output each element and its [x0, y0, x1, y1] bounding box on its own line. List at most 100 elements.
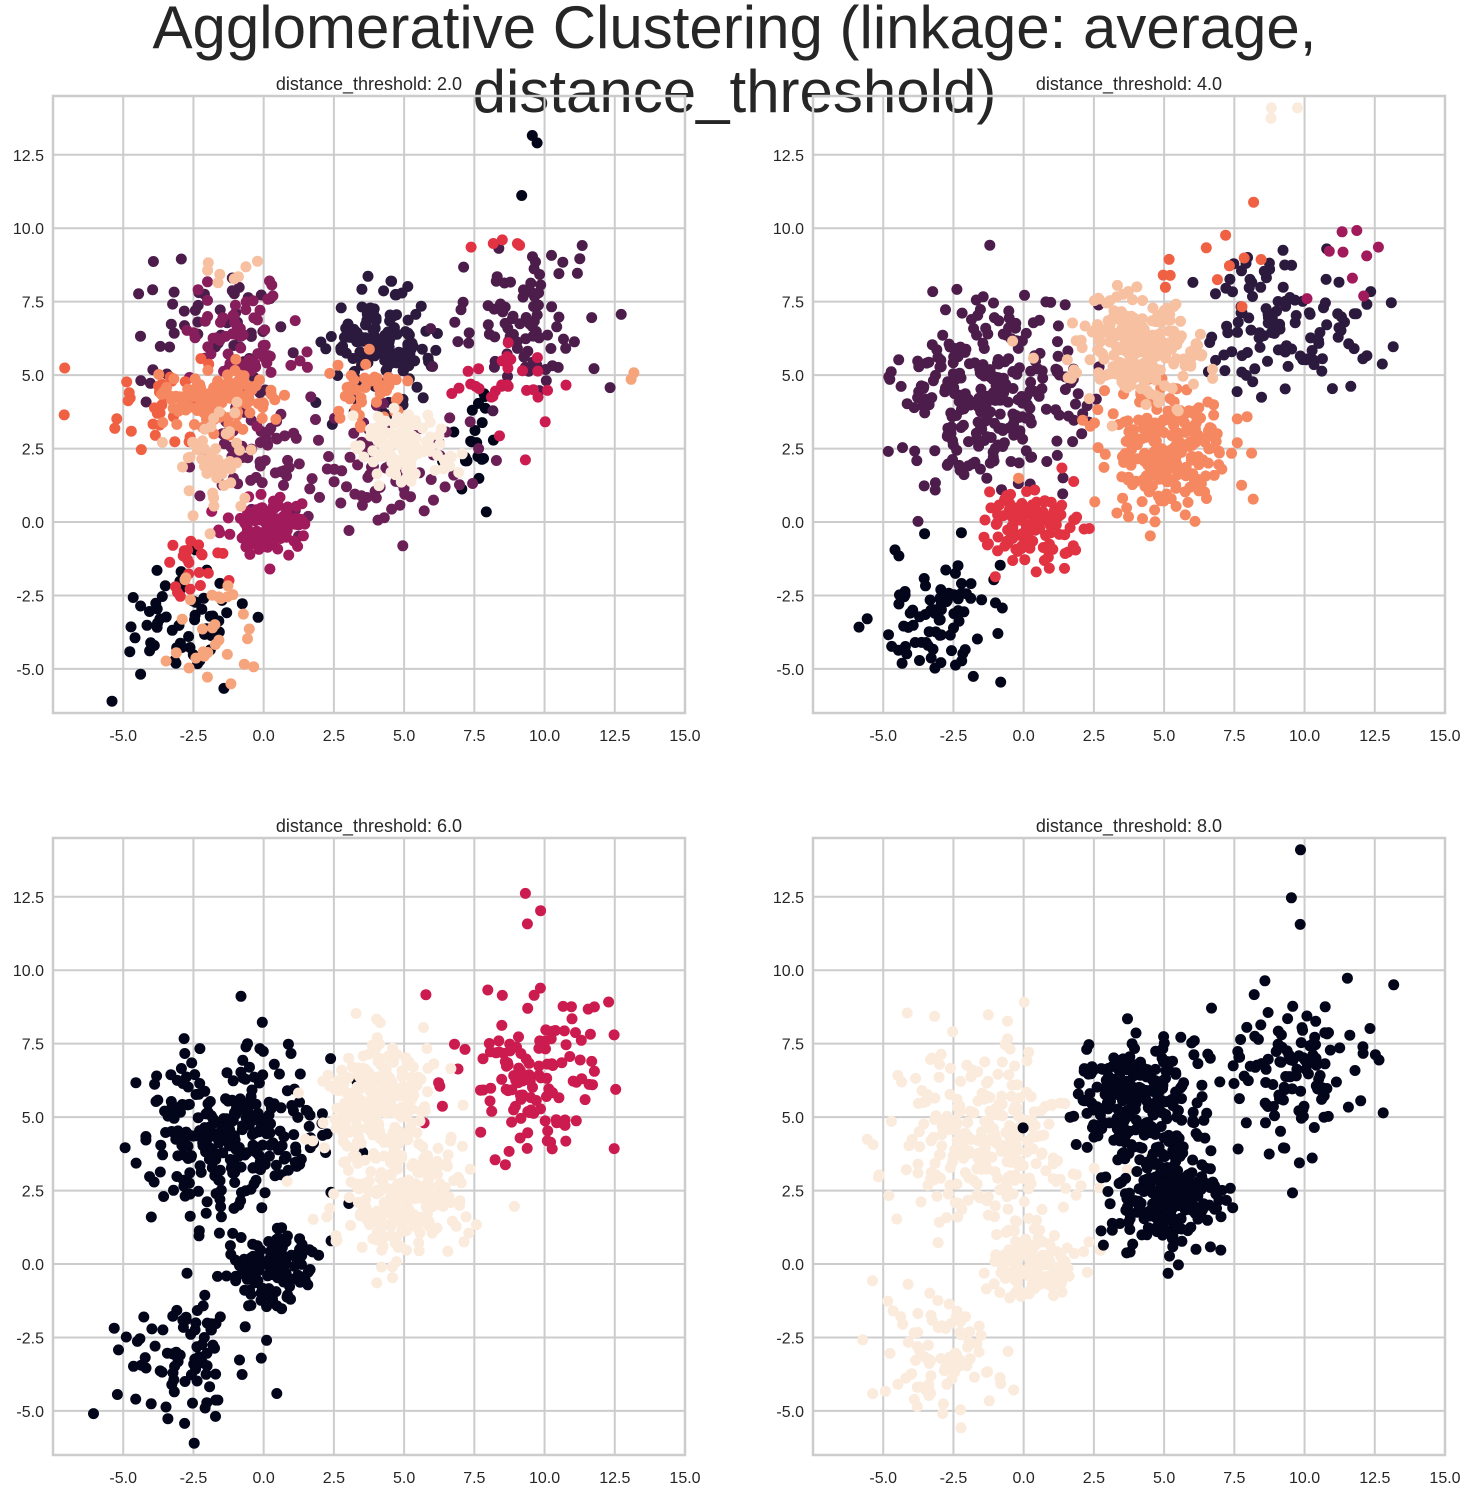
scatter-point [1204, 1241, 1216, 1253]
scatter-point [1036, 365, 1048, 377]
scatter-point [1019, 554, 1031, 566]
scatter-point [978, 531, 990, 543]
scatter-point [1218, 349, 1230, 361]
scatter-point [237, 1054, 249, 1066]
scatter-point [1202, 1214, 1213, 1226]
scatter-point [999, 540, 1011, 552]
scatter-point [1224, 1182, 1236, 1194]
scatter-point [245, 444, 257, 456]
scatter-point [1044, 1238, 1056, 1250]
scatter-point [533, 1060, 545, 1072]
scatter-point [1098, 461, 1110, 473]
scatter-point [208, 492, 220, 504]
scatter-point [982, 1009, 994, 1021]
scatter-point [1198, 1114, 1210, 1126]
scatter-point [1121, 1164, 1133, 1176]
scatter-point [367, 1071, 379, 1083]
scatter-point [1272, 1038, 1284, 1050]
scatter-point [1149, 1063, 1161, 1075]
scatter-point [175, 253, 187, 265]
scatter-point [1142, 351, 1154, 363]
scatter-point [1123, 471, 1134, 483]
y-tick-label: 2.5 [22, 442, 44, 459]
scatter-point [1030, 1158, 1042, 1170]
scatter-point [971, 633, 983, 645]
scatter-point [178, 305, 190, 317]
scatter-point [127, 592, 139, 603]
scatter-point [506, 1084, 518, 1096]
scatter-point [1308, 1122, 1320, 1133]
scatter-point [1061, 354, 1073, 366]
scatter-point [992, 509, 1004, 521]
x-tick-label: 2.5 [1083, 1470, 1105, 1487]
scatter-point [175, 1063, 187, 1074]
scatter-point [106, 695, 118, 707]
scatter-point [507, 310, 519, 322]
scatter-point [558, 333, 569, 345]
scatter-point [130, 1077, 142, 1089]
scatter-point [489, 1154, 501, 1166]
scatter-point [205, 348, 217, 360]
scatter-point [391, 1231, 403, 1243]
scatter-point [415, 445, 426, 457]
scatter-point [1127, 294, 1138, 306]
scatter-point [587, 1079, 598, 1091]
scatter-point [232, 376, 244, 388]
x-tick-label: 0.0 [1013, 728, 1035, 745]
x-tick-label: -5.0 [869, 728, 897, 745]
scatter-point [1130, 1114, 1142, 1126]
scatter-point [513, 1062, 525, 1074]
scatter-point [1377, 1107, 1389, 1119]
scatter-point [990, 1106, 1002, 1118]
scatter-point [432, 1168, 443, 1180]
scatter-point [1157, 1221, 1169, 1233]
scatter-point [511, 1041, 522, 1053]
scatter-point [1071, 511, 1083, 523]
scatter-point [962, 1117, 974, 1128]
scatter-point [1248, 989, 1260, 1001]
scatter-point [226, 285, 238, 297]
scatter-point [1214, 1076, 1226, 1088]
scatter-point [1102, 1186, 1114, 1197]
scatter-point [1124, 360, 1136, 372]
scatter-point [1157, 415, 1169, 427]
scatter-point [1004, 1043, 1016, 1055]
scatter-point [1070, 1139, 1082, 1150]
scatter-point [972, 1066, 984, 1078]
scatter-point [210, 1148, 222, 1160]
scatter-point [125, 425, 137, 437]
scatter-point [361, 308, 373, 320]
scatter-point [1282, 1013, 1294, 1025]
scatter-point [355, 490, 367, 502]
scatter-point [271, 1388, 283, 1399]
scatter-point [243, 1300, 255, 1312]
scatter-point [227, 1227, 239, 1239]
scatter-point [576, 240, 588, 251]
scatter-point [321, 1211, 333, 1223]
scatter-point [1175, 1031, 1187, 1043]
scatter-point [1149, 1097, 1161, 1109]
scatter-point [1346, 272, 1358, 284]
scatter-point [1019, 289, 1030, 301]
scatter-point [937, 1408, 949, 1419]
scatter-point [157, 417, 169, 428]
scatter-point [930, 1172, 942, 1184]
scatter-point [194, 1078, 206, 1089]
scatter-point [366, 1039, 378, 1051]
scatter-point [1106, 1224, 1118, 1236]
x-tick-label: -2.5 [940, 1470, 968, 1487]
scatter-point [408, 1089, 420, 1101]
scatter-point [129, 632, 141, 644]
scatter-point [248, 312, 260, 324]
scatter-point [526, 287, 538, 299]
scatter-point [1008, 1104, 1020, 1116]
y-tick-label: 12.5 [13, 148, 44, 165]
scatter-point [1236, 479, 1248, 491]
scatter-point [1126, 1038, 1138, 1050]
scatter-point [1006, 1090, 1017, 1102]
scatter-point [1125, 1208, 1137, 1219]
scatter-point [343, 525, 355, 536]
scatter-point [453, 467, 465, 478]
scatter-point [1118, 1147, 1130, 1159]
scatter-point [1205, 1145, 1217, 1157]
